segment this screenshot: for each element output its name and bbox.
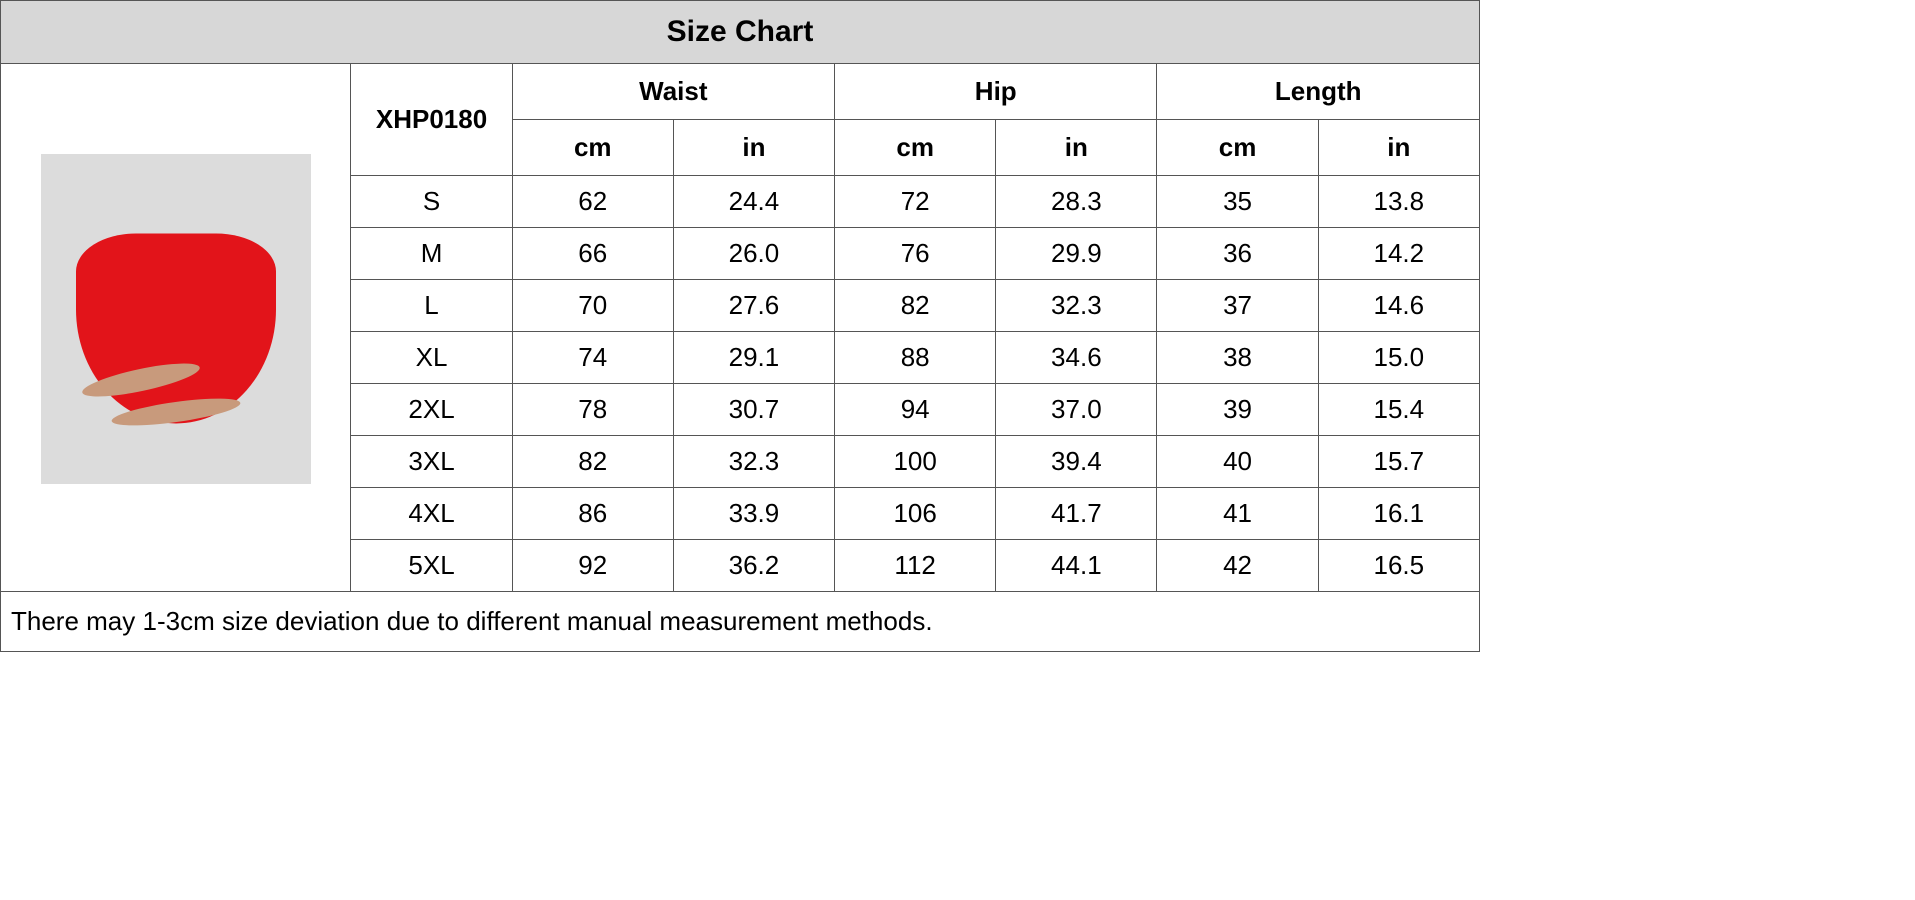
cell: 34.6 (996, 332, 1157, 384)
cell: 14.2 (1318, 228, 1479, 280)
cell: 24.4 (673, 176, 834, 228)
col-length: Length (1157, 64, 1480, 120)
cell: 32.3 (996, 280, 1157, 332)
unit-length-in: in (1318, 120, 1479, 176)
cell: 36.2 (673, 540, 834, 592)
cell: 38 (1157, 332, 1318, 384)
cell: 78 (512, 384, 673, 436)
cell: 44.1 (996, 540, 1157, 592)
cell: 70 (512, 280, 673, 332)
cell: 66 (512, 228, 673, 280)
cell: 39.4 (996, 436, 1157, 488)
size-label: 5XL (351, 540, 512, 592)
cell: 29.1 (673, 332, 834, 384)
cell: 15.0 (1318, 332, 1479, 384)
cell: 16.1 (1318, 488, 1479, 540)
cell: 36 (1157, 228, 1318, 280)
cell: 16.5 (1318, 540, 1479, 592)
product-code-header: XHP0180 (351, 64, 512, 176)
cell: 33.9 (673, 488, 834, 540)
cell: 40 (1157, 436, 1318, 488)
cell: 35 (1157, 176, 1318, 228)
cell: 100 (835, 436, 996, 488)
cell: 41 (1157, 488, 1318, 540)
cell: 62 (512, 176, 673, 228)
cell: 82 (512, 436, 673, 488)
cell: 88 (835, 332, 996, 384)
footnote: There may 1-3cm size deviation due to di… (1, 592, 1480, 652)
cell: 106 (835, 488, 996, 540)
size-chart-table: Size Chart XHP0180 Waist Hip Length cm i… (0, 0, 1480, 652)
cell: 86 (512, 488, 673, 540)
size-label: M (351, 228, 512, 280)
cell: 15.4 (1318, 384, 1479, 436)
cell: 41.7 (996, 488, 1157, 540)
cell: 82 (835, 280, 996, 332)
unit-length-cm: cm (1157, 120, 1318, 176)
cell: 32.3 (673, 436, 834, 488)
cell: 37 (1157, 280, 1318, 332)
cell: 28.3 (996, 176, 1157, 228)
unit-hip-in: in (996, 120, 1157, 176)
size-label: 3XL (351, 436, 512, 488)
size-label: S (351, 176, 512, 228)
product-image-cell (1, 64, 351, 592)
cell: 74 (512, 332, 673, 384)
cell: 29.9 (996, 228, 1157, 280)
size-label: 4XL (351, 488, 512, 540)
chart-title: Size Chart (1, 1, 1480, 64)
cell: 30.7 (673, 384, 834, 436)
cell: 13.8 (1318, 176, 1479, 228)
unit-hip-cm: cm (835, 120, 996, 176)
cell: 72 (835, 176, 996, 228)
cell: 39 (1157, 384, 1318, 436)
unit-waist-in: in (673, 120, 834, 176)
unit-waist-cm: cm (512, 120, 673, 176)
size-label: L (351, 280, 512, 332)
cell: 15.7 (1318, 436, 1479, 488)
cell: 76 (835, 228, 996, 280)
cell: 94 (835, 384, 996, 436)
cell: 26.0 (673, 228, 834, 280)
cell: 14.6 (1318, 280, 1479, 332)
col-waist: Waist (512, 64, 834, 120)
product-image (41, 154, 311, 484)
cell: 112 (835, 540, 996, 592)
cell: 27.6 (673, 280, 834, 332)
size-label: 2XL (351, 384, 512, 436)
cell: 92 (512, 540, 673, 592)
cell: 37.0 (996, 384, 1157, 436)
size-label: XL (351, 332, 512, 384)
cell: 42 (1157, 540, 1318, 592)
col-hip: Hip (835, 64, 1157, 120)
